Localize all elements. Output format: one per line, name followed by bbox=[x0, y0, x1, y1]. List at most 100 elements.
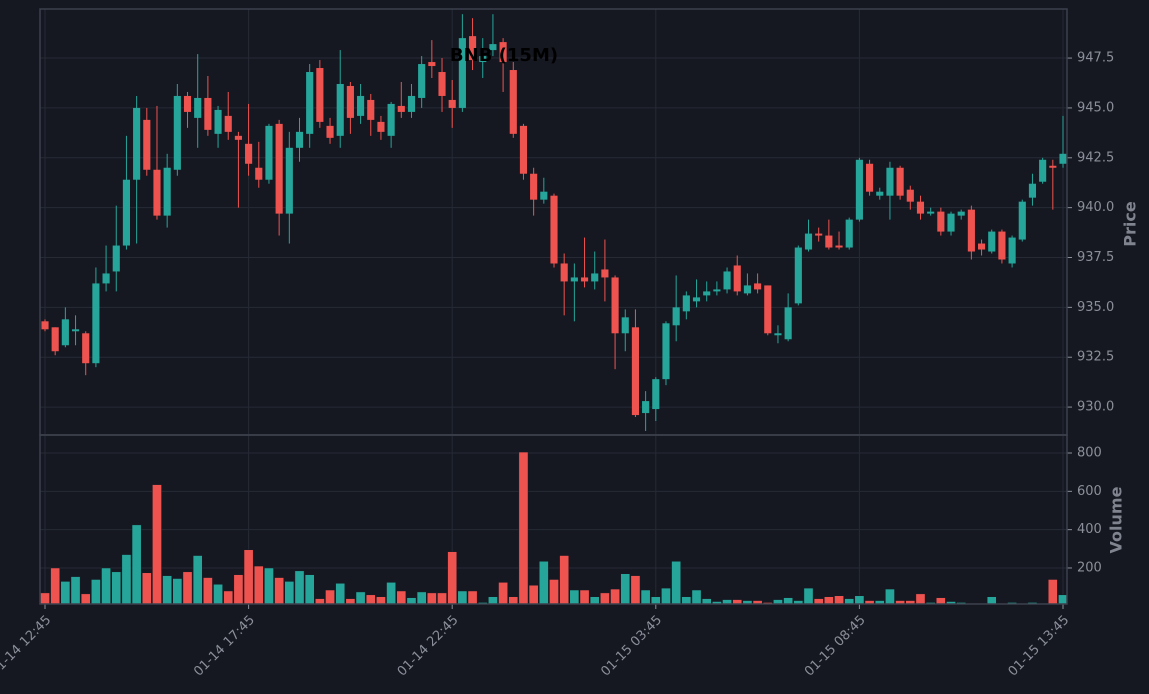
volume-bar bbox=[376, 596, 386, 605]
candle-body bbox=[357, 95, 365, 116]
y-tick-label: 932.5 bbox=[1077, 350, 1114, 365]
volume-bar bbox=[518, 451, 529, 605]
candle-body bbox=[540, 191, 548, 200]
candle-body bbox=[183, 95, 192, 112]
candle-body bbox=[916, 201, 925, 214]
volume-bar bbox=[661, 587, 671, 605]
volume-bar bbox=[396, 590, 407, 605]
volume-bar bbox=[559, 555, 570, 605]
candle-body bbox=[367, 99, 375, 120]
volume-bar bbox=[213, 584, 223, 605]
candle-body bbox=[92, 283, 100, 364]
candle-body bbox=[234, 135, 242, 140]
candle-body bbox=[458, 38, 466, 108]
candle-body bbox=[295, 131, 304, 148]
volume-bar bbox=[681, 596, 692, 605]
volume-bar bbox=[691, 589, 702, 605]
candle-body bbox=[886, 167, 894, 196]
candle-body bbox=[397, 105, 405, 112]
y-tick-label: 930.0 bbox=[1077, 400, 1114, 415]
candle-body bbox=[550, 195, 558, 264]
volume-bar bbox=[233, 574, 244, 605]
volume-bar bbox=[1058, 594, 1068, 605]
candle-body bbox=[1049, 165, 1057, 168]
candle-body bbox=[143, 119, 151, 170]
candle-body bbox=[489, 44, 497, 51]
volume-bar bbox=[640, 589, 651, 605]
candle-body bbox=[1028, 183, 1037, 198]
volume-bar bbox=[885, 588, 895, 605]
candle-body bbox=[153, 169, 161, 216]
volume-bar bbox=[101, 567, 111, 605]
volume-bar bbox=[467, 590, 478, 605]
volume-bar bbox=[589, 596, 600, 605]
volume-bar bbox=[386, 582, 396, 605]
candle-body bbox=[855, 159, 863, 220]
candle-body bbox=[377, 121, 385, 132]
candle-body bbox=[336, 83, 344, 136]
candle-body bbox=[703, 291, 711, 296]
candle-body bbox=[265, 125, 273, 180]
volume-bar bbox=[701, 598, 712, 605]
candle-body bbox=[845, 219, 853, 248]
candle-body bbox=[764, 285, 772, 334]
candle-body bbox=[988, 231, 996, 252]
volume-bar bbox=[162, 575, 173, 605]
volume-bar bbox=[325, 589, 335, 605]
volume-tick-label: 200 bbox=[1077, 560, 1102, 575]
candle-body bbox=[479, 56, 487, 63]
volume-bar bbox=[844, 598, 855, 605]
volume-bar bbox=[538, 561, 549, 605]
volume-bar bbox=[121, 554, 132, 605]
candle-body bbox=[580, 277, 589, 282]
candle-body bbox=[1059, 153, 1067, 164]
volume-bar bbox=[141, 572, 152, 605]
candle-body bbox=[71, 329, 80, 332]
candle-body bbox=[112, 245, 120, 272]
candle-body bbox=[825, 235, 833, 248]
volume-bar bbox=[528, 584, 539, 605]
volume-bar bbox=[457, 590, 468, 605]
volume-bar bbox=[803, 587, 814, 605]
volume-bar bbox=[253, 565, 264, 605]
volume-bar bbox=[192, 555, 203, 605]
volume-bar bbox=[986, 596, 997, 605]
y-tick-label: 935.0 bbox=[1077, 300, 1114, 315]
volume-bar bbox=[549, 579, 559, 605]
candle-body bbox=[876, 191, 884, 196]
candle-body bbox=[743, 285, 751, 294]
candle-body bbox=[682, 295, 690, 312]
volume-frame bbox=[39, 434, 1068, 605]
candle-body bbox=[794, 247, 802, 304]
candle-body bbox=[692, 297, 701, 302]
volume-bar bbox=[427, 592, 437, 605]
volume-bar bbox=[406, 597, 417, 605]
y-tick-label: 947.5 bbox=[1077, 51, 1114, 66]
candle-body bbox=[947, 213, 955, 232]
volume-bar bbox=[579, 589, 590, 605]
candle-body bbox=[906, 189, 914, 202]
candle-body bbox=[713, 289, 721, 292]
candle-body bbox=[285, 147, 293, 214]
volume-bar bbox=[243, 549, 254, 605]
candle-body bbox=[723, 271, 731, 290]
volume-bar bbox=[91, 579, 101, 605]
volume-bar bbox=[437, 592, 447, 605]
volume-bar bbox=[813, 598, 824, 605]
candle-body bbox=[224, 115, 232, 132]
candle-body bbox=[194, 97, 202, 118]
candle-body bbox=[438, 72, 446, 96]
candle-body bbox=[316, 68, 324, 122]
volume-bar bbox=[498, 582, 508, 605]
candle-body bbox=[499, 42, 507, 63]
volume-bar bbox=[854, 595, 865, 605]
candle-body bbox=[245, 143, 253, 164]
volume-bar bbox=[834, 595, 844, 605]
volume-bar bbox=[223, 590, 234, 605]
candle-body bbox=[774, 333, 782, 336]
volume-bar bbox=[315, 598, 325, 605]
volume-bar bbox=[304, 574, 315, 605]
volume-bar bbox=[172, 578, 183, 605]
volume-bar bbox=[355, 591, 366, 605]
candle-body bbox=[509, 70, 517, 134]
